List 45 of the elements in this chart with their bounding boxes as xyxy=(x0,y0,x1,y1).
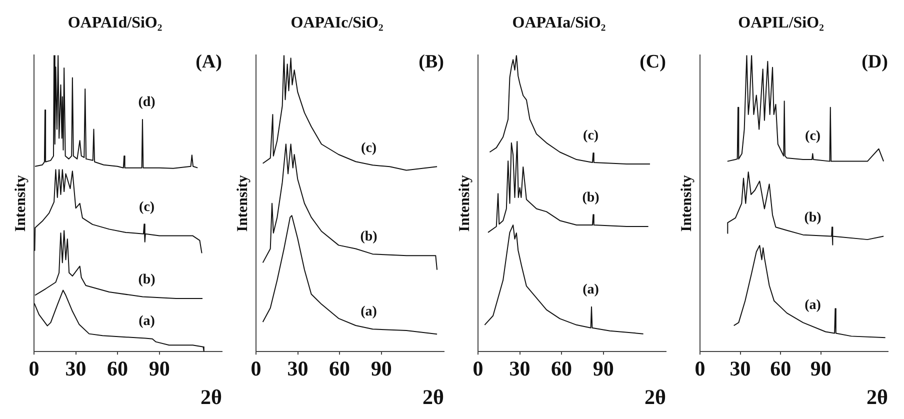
annotation: (C) xyxy=(640,52,666,73)
x-tick-label: 0 xyxy=(694,356,706,381)
x-tick-label: 60 xyxy=(107,356,128,381)
x-tick-label: 90 xyxy=(148,356,170,381)
x-tick-label: 30 xyxy=(509,356,530,381)
chart-title: OAPAIa/SiO₂ xyxy=(512,14,606,32)
series-label: (a) xyxy=(804,298,822,314)
series-label: (a) xyxy=(138,314,156,329)
chart-title: OAPAIc/SiO₂ xyxy=(290,14,384,32)
x-tick-label: 90 xyxy=(370,356,392,381)
series-label: (c) xyxy=(805,129,821,144)
x-tick-label: 0 xyxy=(250,356,262,381)
series-label: (c) xyxy=(583,128,599,144)
x-tick-label: 30 xyxy=(730,356,751,381)
x-tick-label: 60 xyxy=(551,356,572,381)
x-tick-label: 90 xyxy=(592,356,614,381)
y-axis-title: Intensity xyxy=(12,174,29,232)
series-label: (c) xyxy=(361,140,377,156)
x-tick-label: 60 xyxy=(770,356,792,381)
x-tick-label: 90 xyxy=(810,356,832,381)
x-tick-label: 30 xyxy=(287,356,308,381)
series-label: (b) xyxy=(360,230,378,245)
y-axis-title: Intensity xyxy=(678,174,695,232)
series-label: (b) xyxy=(804,210,822,226)
x-tick-label: 60 xyxy=(329,356,350,381)
chart-title: OAPAId/SiO₂ xyxy=(68,14,162,32)
x-axis-title: 2θ xyxy=(200,384,222,409)
x-tick-label: 0 xyxy=(472,356,484,381)
y-axis-title: Intensity xyxy=(456,174,473,232)
x-axis-title: 2θ xyxy=(644,384,666,409)
y-axis-title: Intensity xyxy=(234,174,251,232)
series-label: (a) xyxy=(582,282,600,298)
annotation: (A) xyxy=(196,52,222,73)
x-tick-label: 30 xyxy=(65,356,86,381)
series-label: (c) xyxy=(139,200,155,215)
series-label: (d) xyxy=(138,95,156,110)
chart-title: OAPIL/SiO₂ xyxy=(738,14,824,32)
annotation: (D) xyxy=(862,52,888,73)
series-label: (b) xyxy=(582,190,600,206)
x-axis-title: 2θ xyxy=(422,384,444,409)
annotation: (B) xyxy=(418,52,444,73)
x-axis-title: 2θ xyxy=(866,384,888,409)
series-label: (b) xyxy=(138,272,156,288)
x-tick-label: 0 xyxy=(28,356,40,381)
series-label: (a) xyxy=(360,304,378,320)
